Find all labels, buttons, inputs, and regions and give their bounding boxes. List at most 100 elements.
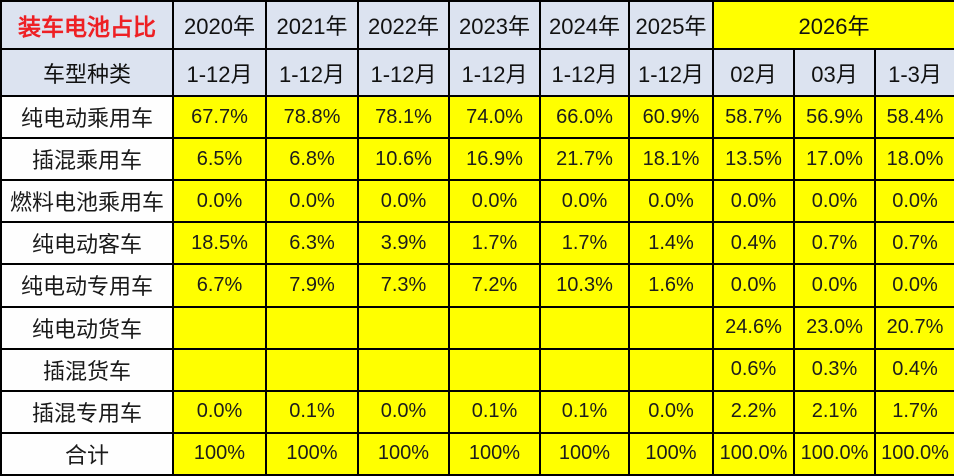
table-cell: 0.3%: [793, 347, 876, 392]
table-cell: 0.7%: [793, 221, 876, 266]
table-cell: 0.0%: [712, 179, 795, 224]
table-cell: 0.0%: [265, 179, 359, 224]
table-cell: 0.0%: [539, 179, 630, 224]
table-cell: 1.4%: [628, 221, 714, 266]
month-header: 1-12月: [448, 48, 541, 97]
row-label: 燃料电池乘用车: [0, 179, 174, 224]
table-cell: 23.0%: [793, 305, 876, 350]
month-header: 1-12月: [357, 48, 450, 97]
table-cell: 10.6%: [357, 137, 450, 182]
table-row-bev-truck: 纯电动货车 24.6% 23.0% 20.7%: [0, 305, 954, 350]
year-header-2021: 2021年: [265, 0, 359, 50]
table-cell: 13.5%: [712, 137, 795, 182]
table-cell: 1.6%: [628, 263, 714, 308]
table-cell: 58.7%: [712, 94, 795, 140]
table-cell: 100.0%: [712, 431, 795, 476]
table-cell: 0.0%: [793, 263, 876, 308]
year-header-2024: 2024年: [539, 0, 630, 50]
table-cell: 100%: [265, 431, 359, 476]
table-cell: 100%: [172, 431, 267, 476]
table-cell: [628, 347, 714, 392]
table-row-bev-bus: 纯电动客车 18.5% 6.3% 3.9% 1.7% 1.7% 1.4% 0.4…: [0, 221, 954, 266]
table-cell: 0.7%: [873, 221, 954, 266]
table-cell: 2.1%: [793, 389, 876, 434]
table-cell: 6.3%: [265, 221, 359, 266]
table-cell: 1.7%: [448, 221, 541, 266]
year-header-row: 装车电池占比 2020年 2021年 2022年 2023年 2024年 202…: [0, 0, 954, 50]
table-cell: 20.7%: [873, 305, 954, 350]
table-row-bev-special: 纯电动专用车 6.7% 7.9% 7.3% 7.2% 10.3% 1.6% 0.…: [0, 263, 954, 308]
table-cell: [357, 347, 450, 392]
table-cell: 0.0%: [628, 389, 714, 434]
table-cell: 60.9%: [628, 94, 714, 140]
month-header: 02月: [712, 48, 795, 97]
table-cell: 0.0%: [357, 389, 450, 434]
table-cell: 0.0%: [793, 179, 876, 224]
table-cell: 0.1%: [448, 389, 541, 434]
table-cell: 1.7%: [873, 389, 954, 434]
table-cell: 58.4%: [873, 94, 954, 140]
table-cell: 18.5%: [172, 221, 267, 266]
table-cell: 78.8%: [265, 94, 359, 140]
month-header: 1-12月: [265, 48, 359, 97]
table-row-bev-passenger: 纯电动乘用车 67.7% 78.8% 78.1% 74.0% 66.0% 60.…: [0, 94, 954, 140]
row-label: 纯电动专用车: [0, 263, 174, 308]
table-cell: 17.0%: [793, 137, 876, 182]
table-cell: 100%: [539, 431, 630, 476]
table-cell: 0.0%: [873, 263, 954, 308]
table-cell: 7.9%: [265, 263, 359, 308]
year-header-2026-highlighted: 2026年: [711, 0, 954, 50]
table-cell: 0.0%: [873, 179, 954, 224]
month-header: 1-12月: [172, 48, 267, 97]
table-cell: 6.8%: [265, 137, 359, 182]
month-header-row: 车型种类 1-12月 1-12月 1-12月 1-12月 1-12月 1-12月…: [0, 48, 954, 97]
row-label: 插混乘用车: [0, 137, 174, 182]
table-cell: 2.2%: [712, 389, 795, 434]
row-label: 插混货车: [0, 347, 174, 392]
table-row-phev-passenger: 插混乘用车 6.5% 6.8% 10.6% 16.9% 21.7% 18.1% …: [0, 137, 954, 182]
table-title: 装车电池占比: [0, 0, 174, 50]
table-cell: 18.1%: [628, 137, 714, 182]
table-cell: 1.7%: [539, 221, 630, 266]
row-header-label: 车型种类: [0, 48, 174, 97]
month-header: 03月: [793, 48, 876, 97]
table-cell: [265, 305, 359, 350]
table-cell: [539, 305, 630, 350]
table-cell: 0.6%: [712, 347, 795, 392]
table-cell: 0.4%: [712, 221, 795, 266]
table-cell: 0.0%: [628, 179, 714, 224]
table-cell: 100.0%: [873, 431, 954, 476]
row-label: 纯电动乘用车: [0, 94, 174, 140]
table-cell: 74.0%: [448, 94, 541, 140]
table-cell: 0.0%: [172, 389, 267, 434]
table-cell: 100%: [357, 431, 450, 476]
table-cell: 21.7%: [539, 137, 630, 182]
table-cell: 0.1%: [265, 389, 359, 434]
table-row-fcev-passenger: 燃料电池乘用车 0.0% 0.0% 0.0% 0.0% 0.0% 0.0% 0.…: [0, 179, 954, 224]
table-cell: 24.6%: [712, 305, 795, 350]
table-cell: [172, 347, 267, 392]
table-cell: 78.1%: [357, 94, 450, 140]
row-label: 插混专用车: [0, 389, 174, 434]
row-label: 合计: [0, 431, 174, 476]
table-cell: [265, 347, 359, 392]
table-cell: [628, 305, 714, 350]
table-cell: 18.0%: [873, 137, 954, 182]
year-header-2020: 2020年: [172, 0, 267, 50]
table-cell: [448, 305, 541, 350]
table-cell: [539, 347, 630, 392]
table-cell: 100.0%: [793, 431, 876, 476]
table-cell: [357, 305, 450, 350]
year-header-2023: 2023年: [448, 0, 541, 50]
table-row-phev-special: 插混专用车 0.0% 0.1% 0.0% 0.1% 0.1% 0.0% 2.2%…: [0, 389, 954, 434]
table-cell: 0.4%: [873, 347, 954, 392]
year-header-2022: 2022年: [357, 0, 450, 50]
table-cell: 3.9%: [357, 221, 450, 266]
table-cell: 16.9%: [448, 137, 541, 182]
table-row-phev-truck: 插混货车 0.6% 0.3% 0.4%: [0, 347, 954, 392]
table-cell: 0.0%: [712, 263, 795, 308]
table-cell: 66.0%: [539, 94, 630, 140]
table-row-total: 合计 100% 100% 100% 100% 100% 100% 100.0% …: [0, 431, 954, 476]
table-cell: 100%: [628, 431, 714, 476]
